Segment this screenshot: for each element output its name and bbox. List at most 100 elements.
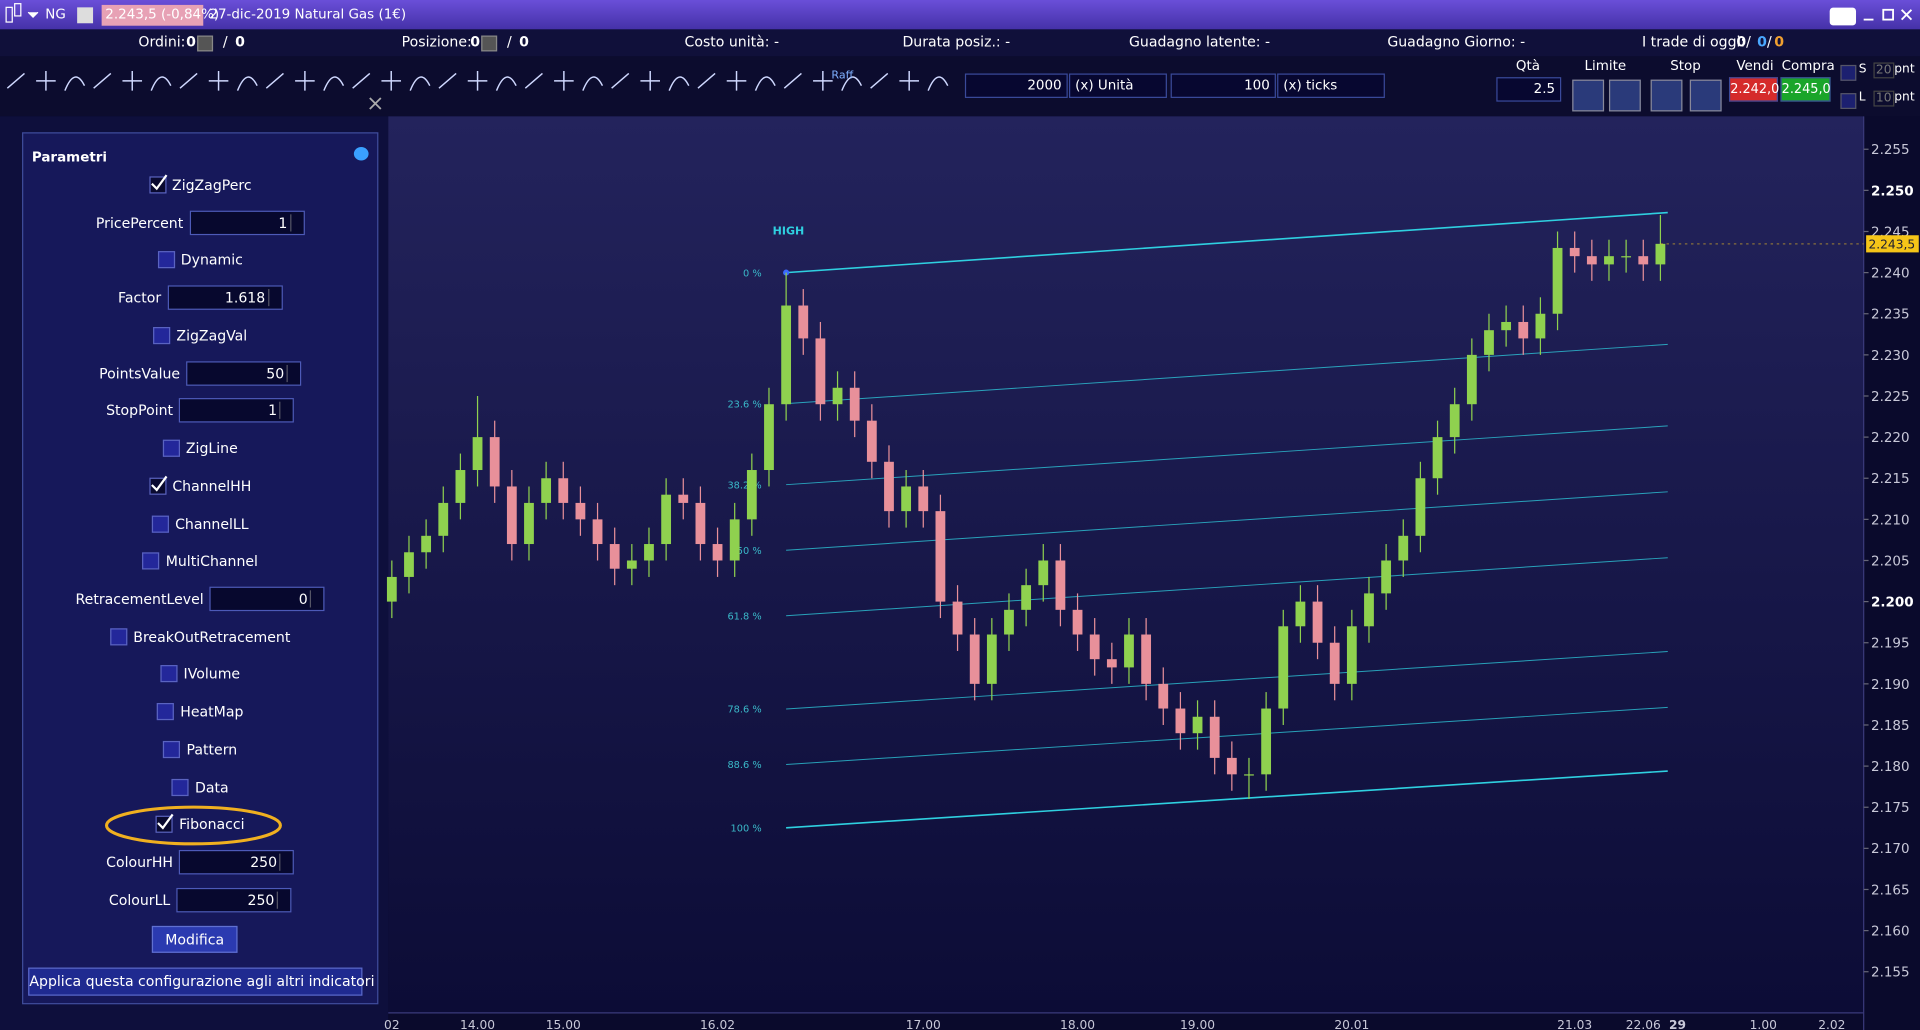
param-label: BreakOutRetracement — [133, 627, 291, 646]
maximize-button[interactable] — [1882, 8, 1894, 21]
spinner — [279, 402, 291, 420]
buy-button[interactable]: 2.245,0 — [1780, 77, 1831, 102]
order-button[interactable] — [1689, 79, 1722, 112]
checkbox[interactable] — [153, 326, 171, 345]
param-value: 250 — [250, 853, 278, 871]
param-label: Data — [195, 778, 229, 796]
candle-body — [935, 511, 946, 602]
fib-label: 88.6 % — [727, 760, 761, 771]
checkbox[interactable] — [171, 778, 189, 796]
candle-body — [1312, 601, 1323, 643]
info-button[interactable] — [77, 7, 94, 24]
order-button[interactable] — [1572, 79, 1605, 112]
candle-body — [746, 470, 757, 520]
checkbox[interactable] — [110, 627, 128, 646]
candle-body — [729, 519, 740, 561]
latent-gain: Guadagno latente: - — [1128, 33, 1271, 51]
sell-button[interactable]: 2.242,0 — [1728, 77, 1779, 102]
param-label: RetracementLevel — [75, 590, 204, 608]
quantity-input[interactable]: 2000 — [964, 73, 1068, 98]
param-label: Pattern — [186, 740, 238, 759]
param-input[interactable]: 0 — [209, 586, 325, 612]
x-tick-label: 29 — [1669, 1018, 1686, 1030]
drawing-tools — [6, 71, 949, 91]
checkbox[interactable] — [163, 740, 181, 759]
checkbox[interactable] — [1840, 93, 1857, 110]
param-input[interactable]: 1 — [189, 210, 305, 235]
order-button[interactable] — [1650, 79, 1683, 112]
y-tick-label: 2.195 — [1871, 636, 1910, 652]
checkbox[interactable] — [160, 665, 178, 683]
parameters-panel: Parametri ZigZagPerc PricePercent 1 Dynamic F… — [22, 132, 379, 1005]
help-icon[interactable] — [353, 146, 369, 161]
candle-body — [1004, 609, 1014, 635]
y-tick-label: 2.250 — [1871, 183, 1914, 199]
param-value: 50 — [266, 364, 285, 382]
tool-icon — [554, 71, 574, 91]
ticks-input[interactable]: 100 — [1170, 73, 1276, 98]
candle-body — [1569, 247, 1580, 257]
y-tick-label: 2.185 — [1871, 718, 1910, 734]
param-row: HeatMap — [23, 698, 377, 725]
param-input[interactable]: 1 — [179, 398, 295, 423]
status-bar — [0, 29, 1920, 57]
tool-icon — [352, 72, 371, 89]
param-row: PricePercent 1 — [23, 209, 377, 236]
close-button[interactable] — [1900, 9, 1913, 21]
param-input[interactable]: 250 — [179, 850, 295, 875]
candle-body — [575, 502, 586, 520]
l-label: L — [1858, 90, 1866, 105]
unit-cost: Costo unità: - — [684, 33, 780, 51]
checkbox[interactable] — [148, 174, 167, 194]
tool-icon — [64, 76, 86, 91]
param-row: BreakOutRetracement — [23, 623, 377, 650]
param-label: Factor — [118, 289, 162, 307]
candle-body — [609, 544, 620, 569]
sell-label: Vendi — [1736, 57, 1774, 74]
tool-icon — [36, 71, 56, 91]
candle-body — [815, 338, 826, 405]
y-tick-label: 2.240 — [1871, 266, 1910, 282]
checkbox[interactable] — [1840, 64, 1857, 81]
checkbox[interactable] — [151, 515, 169, 533]
param-input[interactable]: 50 — [186, 360, 302, 386]
menu-button[interactable] — [1829, 7, 1857, 26]
param-label: HeatMap — [180, 703, 244, 721]
s-points: 20 — [1873, 62, 1894, 79]
checkbox[interactable] — [157, 251, 175, 269]
order-button[interactable] — [1608, 79, 1641, 112]
time-axis — [388, 1012, 1864, 1030]
tool-icon — [179, 72, 198, 89]
param-input[interactable]: 250 — [176, 887, 292, 913]
checkbox[interactable] — [149, 475, 168, 495]
qta-input[interactable]: 2.5 — [1496, 77, 1562, 102]
plot-area — [388, 116, 1864, 1013]
checkbox[interactable] — [162, 439, 180, 457]
channel-label: HIGH — [773, 225, 805, 238]
param-row: StopPoint 1 — [23, 397, 377, 424]
candle-body — [1501, 321, 1512, 331]
candle-body — [866, 420, 877, 462]
candle-body — [404, 552, 414, 577]
candle-body — [986, 634, 997, 684]
param-label: ZigZagPerc — [172, 176, 252, 194]
unit-select[interactable]: (x) Unità — [1068, 73, 1167, 98]
separator: / — [1746, 33, 1751, 51]
checkbox[interactable] — [155, 814, 174, 834]
modify-button[interactable]: Modifica — [151, 925, 238, 953]
y-tick-label: 2.175 — [1871, 800, 1910, 816]
candle-body — [901, 486, 912, 512]
panel-close[interactable] — [369, 97, 382, 110]
candle-body — [1278, 626, 1289, 709]
tool-icon — [813, 71, 833, 91]
param-value: 0 — [298, 590, 308, 608]
x-tick-label: 16.02 — [700, 1018, 735, 1030]
x-tick-label: 1.00 — [1750, 1018, 1777, 1030]
apply-button[interactable]: Applica questa configurazione agli altri… — [28, 967, 375, 996]
checkbox[interactable] — [157, 703, 175, 721]
ticks-select[interactable]: (x) ticks — [1277, 73, 1385, 98]
param-input[interactable]: 1.618 — [167, 285, 283, 311]
check-mark — [157, 814, 174, 831]
checkbox[interactable] — [142, 552, 160, 570]
check-mark — [150, 174, 167, 191]
